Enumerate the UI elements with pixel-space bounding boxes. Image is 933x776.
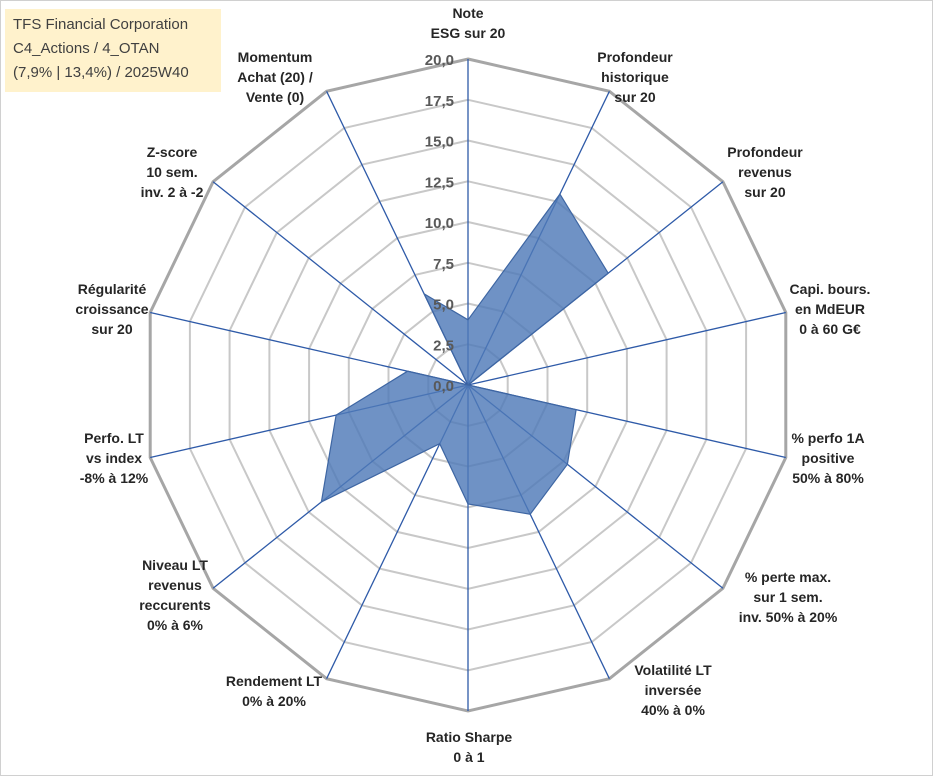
axis-label-line: inversée bbox=[645, 682, 702, 698]
axis-label-4: % perfo 1A positive 50% à 80% bbox=[791, 430, 864, 486]
axis-label-0: Note ESG sur 20 bbox=[431, 5, 506, 41]
portfolio-path: C4_Actions / 4_OTAN bbox=[13, 40, 160, 57]
axis-label-line: Capi. bours. bbox=[790, 281, 871, 297]
axis-label-line: inv. 50% à 20% bbox=[739, 609, 838, 625]
axis-label-line: 0% à 20% bbox=[242, 693, 306, 709]
axis-label-line: reccurents bbox=[139, 597, 211, 613]
axis-label-13: Momentum Achat (20) / Vente (0) bbox=[237, 49, 313, 105]
axis-label-line: Z-score bbox=[147, 144, 198, 160]
axis-label-line: 50% à 80% bbox=[792, 470, 864, 486]
axis-label-line: en MdEUR bbox=[795, 301, 865, 317]
company-name: TFS Financial Corporation bbox=[13, 16, 189, 33]
axis-label-1: Profondeur historique sur 20 bbox=[597, 49, 673, 105]
axis-label-line: Profondeur bbox=[597, 49, 673, 65]
radar-series bbox=[320, 193, 609, 515]
axis-label-line: sur 20 bbox=[614, 89, 655, 105]
axis-label-line: ESG sur 20 bbox=[431, 25, 506, 41]
axis-label-line: sur 20 bbox=[744, 184, 785, 200]
axis-label-line: % perfo 1A bbox=[791, 430, 864, 446]
tick-label: 0,0 bbox=[433, 378, 454, 395]
axis-label-8: Rendement LT 0% à 20% bbox=[226, 673, 323, 709]
axis-label-7: Ratio Sharpe 0 à 1 bbox=[426, 729, 513, 765]
axis-label-3: Capi. bours. en MdEUR 0 à 60 G€ bbox=[790, 281, 871, 337]
tick-label: 5,0 bbox=[433, 297, 454, 314]
axis-label-line: sur 20 bbox=[91, 321, 132, 337]
axis-label-2: Profondeur revenus sur 20 bbox=[727, 144, 803, 200]
axis-label-line: Profondeur bbox=[727, 144, 803, 160]
performance-week: (7,9% | 13,4%) / 2025W40 bbox=[13, 64, 189, 81]
axis-label-line: Momentum bbox=[238, 49, 313, 65]
axis-label-12: Z-score 10 sem. inv. 2 à -2 bbox=[141, 144, 204, 200]
radar-axis-labels: Note ESG sur 20 Profondeur historique sur 20… bbox=[75, 5, 870, 765]
axis-label-line: sur 1 sem. bbox=[753, 589, 822, 605]
axis-label-line: 10 sem. bbox=[146, 164, 197, 180]
spoke-12 bbox=[212, 181, 469, 386]
axis-label-10: Perfo. LT vs index -8% à 12% bbox=[80, 430, 149, 486]
axis-label-line: % perte max. bbox=[745, 569, 831, 585]
axis-label-line: vs index bbox=[86, 450, 142, 466]
tick-label: 12,5 bbox=[425, 174, 454, 191]
tick-label: 17,5 bbox=[425, 93, 454, 110]
tick-label: 2,5 bbox=[433, 337, 454, 354]
axis-label-line: revenus bbox=[738, 164, 792, 180]
axis-label-line: Volatilité LT bbox=[634, 662, 712, 678]
axis-label-line: Achat (20) / bbox=[237, 69, 313, 85]
series-area bbox=[320, 193, 609, 515]
axis-label-line: 0% à 6% bbox=[147, 617, 204, 633]
axis-label-line: Rendement LT bbox=[226, 673, 323, 689]
axis-label-line: 0 à 1 bbox=[453, 749, 484, 765]
axis-label-line: croissance bbox=[75, 301, 148, 317]
tick-label: 10,0 bbox=[425, 215, 454, 232]
tick-label: 15,0 bbox=[425, 134, 454, 151]
axis-label-9: Niveau LT revenus reccurents 0% à 6% bbox=[139, 557, 211, 633]
axis-label-11: Régularité croissance sur 20 bbox=[75, 281, 148, 337]
axis-label-line: inv. 2 à -2 bbox=[141, 184, 204, 200]
axis-label-line: historique bbox=[601, 69, 669, 85]
axis-label-line: 40% à 0% bbox=[641, 702, 705, 718]
radar-tick-labels: 0,0 2,5 5,0 7,5 10,0 12,5 15,0 17,5 20,0 bbox=[425, 52, 454, 395]
axis-label-line: Régularité bbox=[78, 281, 147, 297]
axis-label-line: Perfo. LT bbox=[84, 430, 144, 446]
axis-label-line: Vente (0) bbox=[246, 89, 304, 105]
tick-label: 7,5 bbox=[433, 256, 454, 273]
axis-label-line: Niveau LT bbox=[142, 557, 208, 573]
spoke-3 bbox=[467, 311, 786, 386]
axis-label-line: Note bbox=[452, 5, 483, 21]
info-box: TFS Financial Corporation C4_Actions / 4… bbox=[5, 9, 221, 92]
axis-label-line: -8% à 12% bbox=[80, 470, 149, 486]
axis-label-line: positive bbox=[802, 450, 855, 466]
tick-label: 20,0 bbox=[425, 52, 454, 69]
axis-label-line: 0 à 60 G€ bbox=[799, 321, 861, 337]
axis-label-line: Ratio Sharpe bbox=[426, 729, 513, 745]
axis-label-6: Volatilité LT inversée 40% à 0% bbox=[634, 662, 712, 718]
axis-label-line: revenus bbox=[148, 577, 202, 593]
axis-label-5: % perte max. sur 1 sem. inv. 50% à 20% bbox=[739, 569, 838, 625]
